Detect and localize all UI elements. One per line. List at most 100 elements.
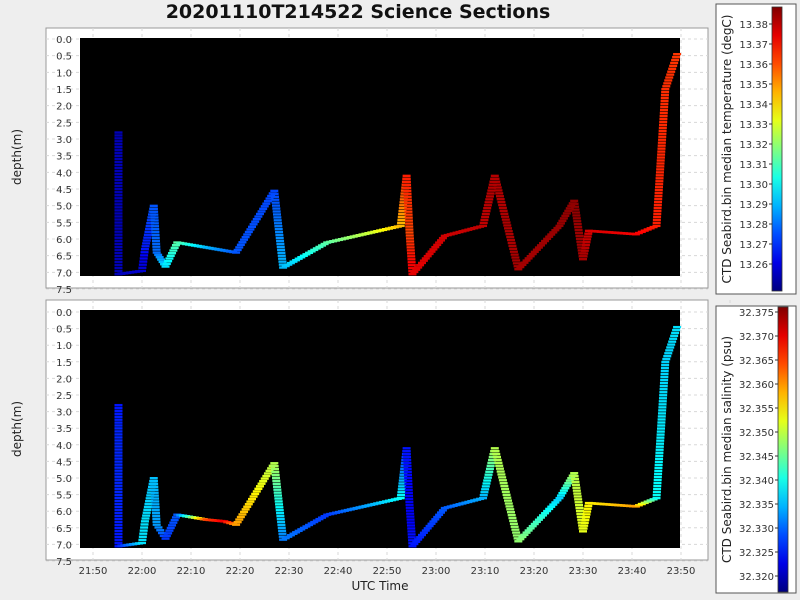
data-point: [152, 245, 161, 248]
data-point: [273, 216, 282, 219]
data-point: [480, 218, 489, 222]
data-point: [238, 513, 247, 516]
data-point: [114, 248, 123, 252]
data-point: [271, 198, 280, 201]
data-point: [581, 246, 590, 250]
data-point: [664, 352, 673, 355]
data-point: [438, 509, 447, 512]
data-point: [406, 243, 415, 246]
data-point: [398, 212, 407, 216]
data-point: [294, 257, 303, 260]
data-point: [140, 248, 149, 251]
data-point: [114, 263, 123, 267]
y-tick-label: 4.5: [56, 457, 72, 468]
data-point: [114, 172, 123, 176]
data-point: [528, 252, 537, 256]
data-point: [398, 479, 407, 482]
data-point: [491, 177, 500, 180]
data-point: [659, 114, 668, 118]
data-point: [286, 261, 295, 265]
data-point: [495, 464, 504, 467]
data-point: [435, 513, 444, 517]
data-point: [652, 496, 661, 500]
x-tick-label: 23:10: [471, 566, 500, 577]
data-point: [150, 485, 159, 489]
data-point: [654, 466, 663, 470]
data-point: [561, 214, 570, 218]
data-point: [653, 206, 662, 210]
data-point: [575, 231, 584, 235]
data-point: [279, 266, 288, 269]
data-point: [294, 529, 303, 533]
data-point: [276, 517, 285, 521]
data-point: [423, 527, 432, 530]
data-point: [310, 520, 319, 524]
data-point: [571, 208, 580, 211]
data-point: [310, 248, 319, 252]
data-point: [485, 470, 494, 473]
colorbar-tick-label: 32.330: [739, 524, 774, 535]
data-point: [402, 453, 411, 456]
data-point: [405, 234, 414, 237]
data-point: [404, 204, 413, 207]
data-point: [149, 479, 158, 483]
data-point: [143, 233, 152, 236]
data-point: [248, 497, 257, 501]
data-point: [660, 375, 669, 379]
data-point: [114, 266, 123, 270]
data-point: [114, 433, 123, 436]
data-point: [406, 246, 415, 249]
x-tick-label: 22:00: [128, 566, 157, 577]
data-point: [145, 224, 154, 228]
data-point: [286, 534, 295, 537]
data-point: [572, 489, 581, 492]
data-point: [169, 249, 178, 252]
colorbar-tick-label: 13.29: [739, 200, 768, 211]
data-point: [114, 215, 123, 218]
data-point: [114, 227, 123, 230]
data-point: [260, 205, 269, 208]
data-point: [257, 482, 266, 485]
colorbar-tick-label: 32.320: [739, 572, 774, 583]
data-point: [488, 186, 497, 189]
data-point: [403, 195, 412, 198]
data-point: [482, 482, 491, 485]
data-point: [251, 220, 260, 223]
data-point: [657, 153, 666, 156]
data-point: [652, 218, 661, 222]
data-point: [270, 189, 279, 193]
data-point: [479, 221, 488, 225]
data-point: [140, 526, 149, 529]
data-point: [506, 235, 515, 239]
data-point: [427, 250, 436, 253]
data-point: [654, 472, 663, 476]
data-point: [576, 243, 585, 246]
data-point: [257, 210, 266, 213]
data-point: [404, 485, 413, 489]
data-point: [150, 488, 159, 492]
data-point: [406, 249, 415, 252]
data-point: [315, 245, 324, 249]
data-point: [481, 485, 490, 488]
colorbar-tick-label: 32.365: [739, 356, 774, 367]
data-point: [652, 493, 661, 497]
data-point: [312, 247, 321, 250]
data-point: [139, 529, 148, 532]
data-point: [655, 451, 664, 454]
data-point: [243, 233, 252, 236]
data-point: [497, 200, 506, 204]
data-point: [417, 533, 426, 537]
y-tick-label: 4.5: [56, 185, 72, 196]
data-point: [572, 214, 581, 217]
data-point: [405, 503, 414, 506]
data-point: [671, 331, 680, 335]
data-point: [661, 360, 670, 364]
data-point: [263, 472, 272, 475]
data-point: [114, 469, 123, 472]
data-point: [654, 186, 663, 189]
data-point: [404, 213, 413, 216]
data-point: [114, 181, 123, 185]
x-tick-label: 23:20: [520, 566, 549, 577]
data-point: [255, 212, 264, 216]
data-point: [397, 215, 406, 219]
